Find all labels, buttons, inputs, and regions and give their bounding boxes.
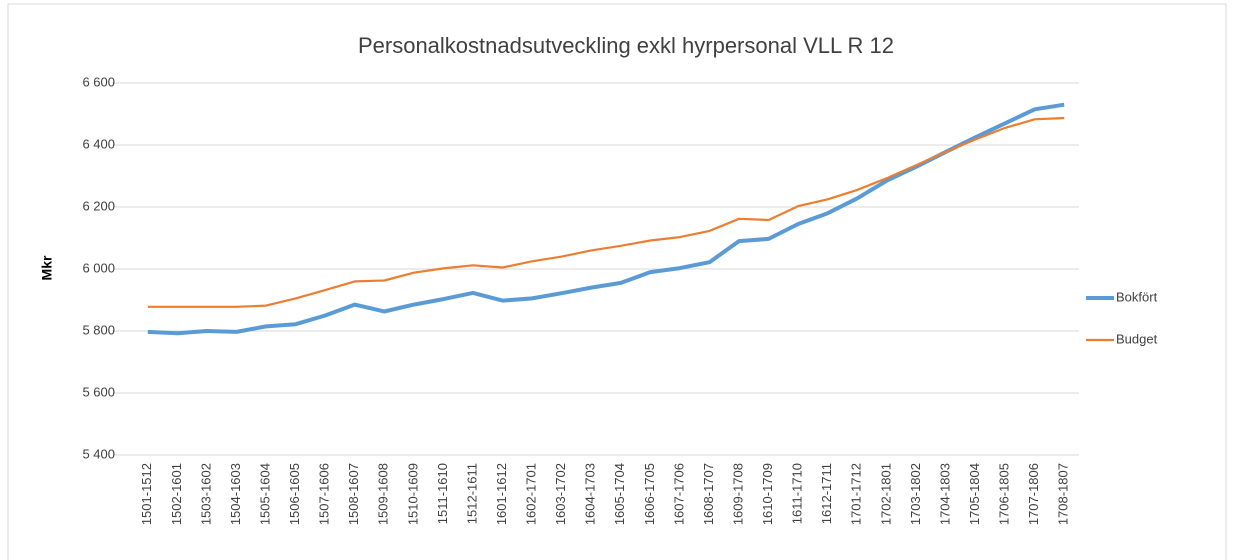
x-tick-label: 1603-1702 (553, 463, 568, 525)
y-axis-label: Mkr (39, 255, 55, 280)
x-tick-label: 1506-1605 (287, 463, 302, 525)
x-tick-label: 1503-1602 (198, 463, 213, 525)
x-tick-label: 1703-1802 (908, 463, 923, 525)
x-tick-label: 1601-1612 (494, 463, 509, 525)
chart-title: Personalkostnadsutveckling exkl hyrperso… (358, 33, 894, 58)
x-tick-label: 1509-1608 (376, 463, 391, 525)
x-tick-label: 1512-1611 (464, 463, 479, 524)
x-tick-label: 1605-1704 (612, 463, 627, 525)
x-tick-label: 1501-1512 (139, 463, 154, 525)
x-tick-label: 1505-1604 (257, 463, 272, 525)
x-tick-label: 1612-1711 (819, 463, 834, 524)
x-tick-label: 1702-1801 (878, 463, 893, 525)
chart-frame (7, 3, 1227, 560)
y-tick-label: 6 200 (82, 198, 115, 213)
x-tick-label: 1604-1703 (583, 463, 598, 525)
x-tick-label: 1706-1805 (997, 463, 1012, 525)
x-tick-label: 1607-1706 (671, 463, 686, 525)
x-tick-label: 1611-1710 (790, 463, 805, 524)
x-tick-label: 1602-1701 (524, 463, 539, 525)
x-tick-label: 1608-1707 (701, 463, 716, 525)
y-tick-label: 6 400 (82, 136, 115, 151)
y-tick-label: 5 600 (82, 384, 115, 399)
y-tick-label: 5 800 (82, 322, 115, 337)
x-tick-label: 1705-1804 (967, 463, 982, 525)
x-tick-label: 1511-1610 (435, 463, 450, 524)
y-tick-label: 5 400 (82, 446, 115, 461)
legend-label: Budget (1116, 331, 1158, 346)
series-line (147, 116, 1065, 308)
x-tick-label: 1610-1709 (760, 463, 775, 525)
x-tick-label: 1707-1806 (1026, 463, 1041, 525)
series-line (147, 102, 1065, 336)
legend-label: Bokfört (1116, 289, 1158, 304)
x-tick-label: 1606-1705 (642, 463, 657, 525)
x-tick-label: 1504-1603 (228, 463, 243, 525)
y-tick-label: 6 600 (82, 74, 115, 89)
x-tick-label: 1609-1708 (730, 463, 745, 525)
x-tick-label: 1507-1606 (317, 463, 332, 525)
x-tick-label: 1708-1807 (1056, 463, 1071, 525)
x-tick-label: 1704-1803 (937, 463, 952, 525)
x-tick-label: 1701-1712 (849, 463, 864, 525)
x-tick-label: 1502-1601 (169, 463, 184, 525)
x-tick-label: 1508-1607 (346, 463, 361, 525)
x-tick-label: 1510-1609 (405, 463, 420, 525)
y-tick-label: 6 000 (82, 260, 115, 275)
